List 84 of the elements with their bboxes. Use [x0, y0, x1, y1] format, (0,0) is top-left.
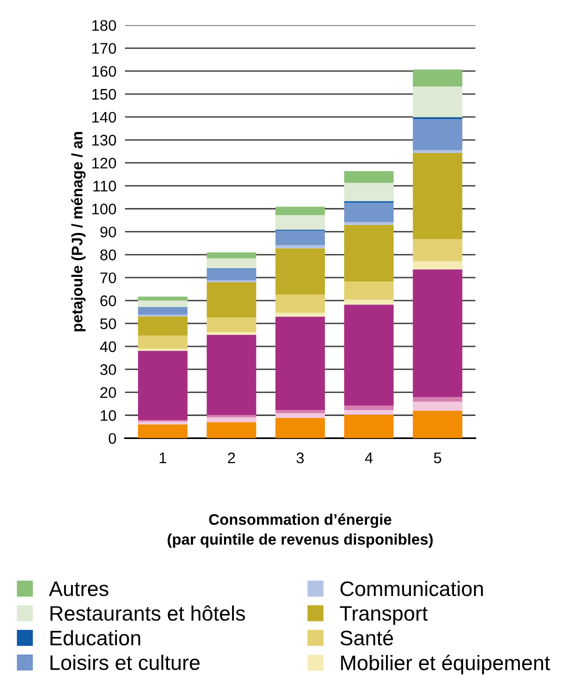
bar — [412, 397, 462, 402]
y-tick-label: 10 — [100, 410, 116, 421]
legend-label: Restaurants et hôtels — [50, 605, 245, 621]
bar — [412, 269, 462, 398]
x-tick-label: 5 — [434, 452, 442, 464]
x-tick-label: 2 — [228, 452, 235, 464]
bar — [138, 316, 188, 336]
bar — [275, 410, 325, 414]
bar — [138, 296, 188, 301]
bar — [275, 230, 325, 246]
bar — [412, 261, 462, 270]
bar — [412, 119, 462, 150]
bar — [344, 406, 394, 410]
y-tick-label: 30 — [100, 364, 116, 376]
y-tick-label: 140 — [92, 112, 116, 123]
bar — [344, 202, 394, 222]
bar — [138, 308, 188, 315]
bar — [206, 332, 256, 335]
x-tick-label: 4 — [364, 452, 373, 464]
bar — [138, 300, 188, 308]
y-tick-label: 0 — [108, 433, 116, 444]
y-tick-label: 70 — [100, 272, 116, 284]
y-tick-label: 40 — [100, 341, 116, 352]
bar — [275, 413, 325, 418]
bar — [206, 422, 256, 438]
bar — [206, 334, 256, 416]
y-tick-label: 160 — [92, 66, 116, 77]
bar — [138, 421, 188, 424]
legend-label: Communication — [340, 580, 483, 596]
legend-label: Transport — [340, 606, 428, 625]
y-tick-label: 120 — [92, 158, 116, 169]
bar — [275, 294, 325, 313]
bar — [275, 215, 325, 230]
y-tick-label: 20 — [100, 387, 116, 398]
bar — [275, 312, 325, 317]
bar — [138, 424, 188, 438]
y-tick-label: 150 — [92, 88, 116, 100]
legend-label: Santé — [340, 630, 393, 646]
y-tick-label: 100 — [92, 204, 116, 214]
bar — [206, 318, 256, 332]
bar — [138, 350, 188, 420]
bar — [412, 239, 462, 262]
y-tick-label: 130 — [92, 134, 116, 146]
bar — [412, 86, 462, 118]
bar — [344, 224, 394, 282]
legend-label: Loisirs et culture — [50, 654, 200, 670]
bar — [275, 248, 325, 295]
bar — [412, 410, 462, 438]
bar — [206, 258, 256, 268]
bar — [344, 281, 394, 300]
legend-label: Education — [50, 630, 140, 646]
bar — [412, 150, 462, 153]
y-tick-label: 110 — [93, 180, 116, 192]
bar — [275, 206, 325, 216]
x-tick-label: 3 — [296, 452, 304, 464]
bar — [275, 316, 325, 410]
bar — [344, 410, 394, 415]
bar — [412, 153, 462, 240]
x-axis-title: Consommation d’énergie (par quintile de revenus disponibles) — [168, 514, 433, 548]
bar — [344, 300, 394, 305]
legend-label: Mobilier et équipement — [341, 654, 550, 674]
bar — [344, 171, 394, 183]
bar — [344, 414, 394, 438]
bar — [344, 222, 394, 225]
bar — [275, 418, 325, 438]
bar — [206, 269, 256, 280]
legend-label: Autres — [48, 582, 108, 596]
bar — [344, 182, 394, 202]
y-tick-label: 90 — [100, 226, 116, 238]
bar — [412, 402, 462, 411]
bar — [138, 336, 188, 349]
bar — [344, 304, 394, 406]
x-tick-label: 1 — [160, 452, 166, 464]
bar — [206, 252, 256, 258]
bar — [206, 417, 256, 422]
bar — [412, 69, 462, 86]
y-axis-title: petajoule (PJ) / ménage / an — [71, 132, 86, 332]
bar — [275, 245, 325, 248]
y-tick-label: 60 — [100, 295, 116, 306]
y-tick-label: 80 — [100, 250, 116, 260]
bar — [206, 282, 256, 318]
y-tick-label: 180 — [92, 20, 116, 31]
y-tick-label: 170 — [92, 43, 116, 54]
y-tick-label: 50 — [100, 318, 116, 330]
